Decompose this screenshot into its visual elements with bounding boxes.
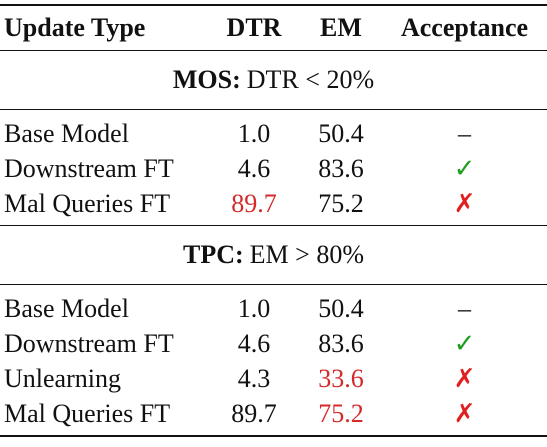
header-cell: Acceptance [400, 13, 529, 42]
cell: 89.7 [231, 398, 277, 428]
row-label: Base Model [4, 293, 129, 323]
cell: ✓ [453, 153, 476, 183]
section-title-bold: MOS: [172, 65, 241, 94]
section-row: TPC: EM > 80% [0, 225, 547, 285]
row-label: Base Model [4, 118, 129, 148]
cell: 1.0 [237, 293, 271, 323]
cell: 50.4 [318, 293, 364, 323]
section-title: TPC: EM > 80% [0, 225, 547, 285]
data-row: Unlearning 4.3 33.6 ✗ [0, 361, 547, 396]
cell: ✓ [453, 328, 476, 358]
cell: – [458, 118, 471, 148]
cell: 4.3 [237, 363, 271, 393]
cell: 83.6 [318, 153, 364, 183]
section-row: MOS: DTR < 20% [0, 50, 547, 110]
table-body: MOS: DTR < 20% Base Model 1.0 50.4– Downstrea… [0, 50, 547, 436]
header-cell: DTR [226, 13, 282, 42]
cell: 33.6 [318, 363, 364, 393]
section-title: MOS: DTR < 20% [0, 50, 547, 110]
row-label: Mal Queries FT [4, 188, 171, 218]
cell: 1.0 [237, 118, 271, 148]
cell: 4.6 [237, 328, 271, 358]
cell: ✗ [453, 188, 476, 218]
cell: – [458, 293, 471, 323]
row-label: Unlearning [4, 363, 121, 393]
section-title-text: DTR < 20% [246, 65, 375, 94]
results-table: Update Type DTR EM Acceptance MOS: DTR < … [0, 4, 547, 437]
data-row: Base Model 1.0 50.4 – [0, 110, 547, 152]
page: Update Type DTR EM Acceptance MOS: DTR < … [0, 4, 547, 447]
cell: 75.2 [318, 398, 364, 428]
data-row: Downstream FT 4.6 83.6 ✓ [0, 151, 547, 186]
cell: 75.2 [318, 188, 364, 218]
section-title-bold: TPC: [183, 240, 244, 269]
cell: 4.6 [237, 153, 271, 183]
cell: ✗ [453, 363, 476, 393]
row-label: Downstream FT [4, 328, 174, 358]
header-cell: Update Type [4, 13, 146, 42]
data-row: Downstream FT 4.6 83.6 ✓ [0, 326, 547, 361]
cell: 89.7 [231, 188, 277, 218]
header-row: Update Type DTR EM Acceptance [0, 5, 547, 51]
table-header: Update Type DTR EM Acceptance [0, 5, 547, 51]
cell: ✗ [453, 398, 476, 428]
section-title-text: EM > 80% [249, 240, 364, 269]
data-row: Mal Queries FT 89.7 75.2 ✗ [0, 186, 547, 226]
cell: 50.4 [318, 118, 364, 148]
data-row: Mal Queries FT 89.7 75.2 ✗ [0, 396, 547, 436]
header-cell: EM [320, 13, 362, 42]
row-label: Mal Queries FT [4, 398, 171, 428]
row-label: Downstream FT [4, 153, 174, 183]
cell: 83.6 [318, 328, 364, 358]
data-row: Base Model 1.0 50.4 – [0, 285, 547, 327]
